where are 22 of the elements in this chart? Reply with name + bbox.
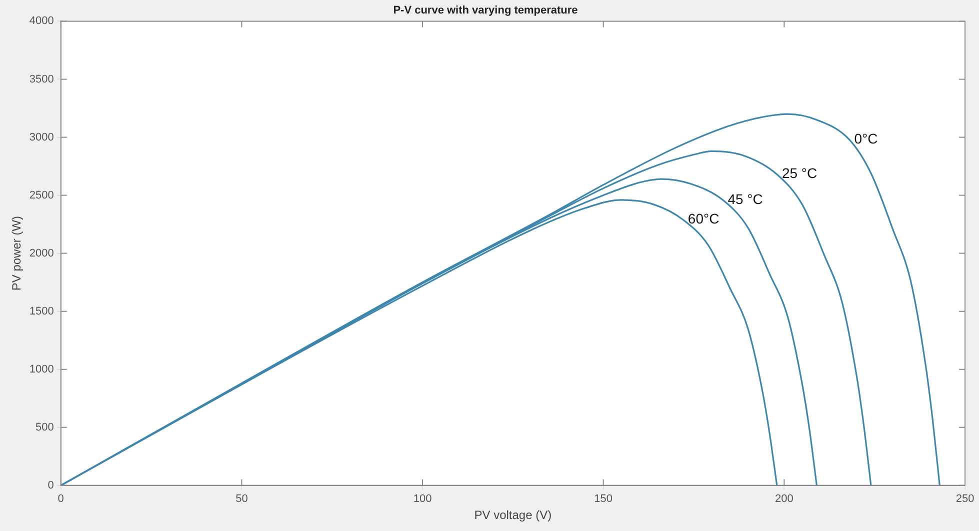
y-axis-title: PV power (W) (10, 216, 24, 291)
y-tick-label: 1000 (29, 363, 54, 376)
x-tick-label: 200 (774, 493, 794, 506)
y-tick-label: 4000 (29, 15, 54, 28)
series-label: 60°C (688, 210, 720, 227)
x-tick-label: 250 (956, 493, 974, 506)
y-tick-label: 2000 (29, 247, 54, 260)
y-tick-label: 3500 (29, 73, 54, 86)
x-axis-title: PV voltage (V) (474, 508, 552, 522)
y-tick-label: 1500 (29, 305, 54, 318)
series-label: 45 °C (728, 190, 763, 207)
x-tick-label: 100 (413, 493, 432, 506)
y-tick-label: 3000 (29, 131, 54, 144)
y-tick-label: 2500 (29, 189, 54, 202)
x-tick-label: 150 (594, 493, 613, 506)
y-tick-label: 500 (36, 421, 54, 434)
x-tick-label: 50 (236, 493, 248, 506)
y-tick-label: 0 (48, 479, 54, 492)
series-label: 0°C (854, 130, 878, 146)
series-label: 25 °C (782, 165, 818, 182)
x-tick-label: 0 (58, 493, 64, 506)
chart-title: P-V curve with varying temperature (393, 4, 578, 17)
